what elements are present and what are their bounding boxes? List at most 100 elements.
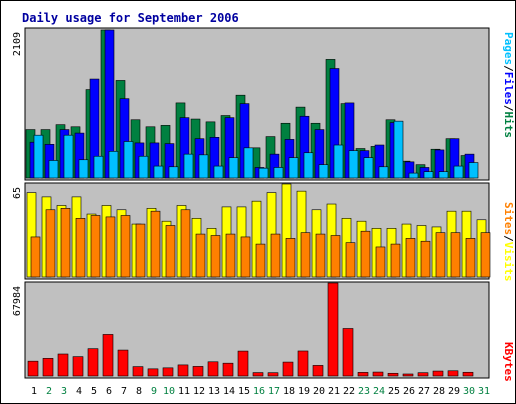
x-tick-label-9: 9 (151, 386, 157, 397)
bar-kbytes-day-27 (417, 372, 429, 377)
legend-sep: / (502, 65, 515, 72)
x-tick-label-15: 15 (238, 386, 250, 397)
bar-kbytes-day-17 (267, 372, 279, 377)
bar-sites-day-25 (390, 243, 401, 278)
bar-sites-day-15 (240, 236, 251, 278)
bar-pages-day-10 (168, 166, 179, 179)
bar-sites-day-31 (480, 232, 491, 278)
x-tick-label-19: 19 (298, 386, 310, 397)
bar-sites-day-29 (450, 232, 461, 278)
x-tick-label-3: 3 (61, 386, 67, 397)
x-tick-label-28: 28 (433, 386, 445, 397)
bar-sites-day-17 (270, 233, 281, 278)
bar-pages-day-4 (78, 159, 89, 179)
bar-sites-day-30 (465, 238, 476, 278)
bar-pages-day-3 (63, 134, 74, 179)
x-tick-label-13: 13 (208, 386, 220, 397)
y-max-label-kbytes: 67984 (12, 286, 23, 316)
bar-pages-day-17 (273, 167, 284, 179)
x-tick-label-22: 22 (343, 386, 355, 397)
x-tick-label-10: 10 (163, 386, 175, 397)
x-tick-label-1: 1 (31, 386, 37, 397)
bar-sites-day-20 (315, 233, 326, 278)
bar-kbytes-day-1 (27, 360, 39, 377)
bar-sites-day-22 (345, 242, 356, 278)
chart-marks: 1 2 3 4 5 6 7 8 9 10 11 12 13 14 15 16 17 18 19 20 21 22 23 24 2… (25, 29, 491, 397)
bar-kbytes-day-8 (132, 366, 144, 377)
bar-sites-day-21 (330, 235, 341, 278)
x-tick-label-26: 26 (403, 386, 415, 397)
x-tick-label-21: 21 (328, 386, 340, 397)
legend-visits: Sites/Visits (502, 202, 515, 282)
bar-pages-day-1 (33, 134, 44, 179)
x-tick-label-17: 17 (268, 386, 280, 397)
bar-kbytes-day-26 (402, 373, 414, 377)
bar-sites-day-1 (30, 236, 41, 278)
legend-kbytes: KBytes (502, 342, 515, 382)
bar-pages-day-6 (108, 151, 119, 179)
bar-sites-day-8 (135, 223, 146, 278)
bar-sites-day-14 (225, 233, 236, 278)
x-tick-label-25: 25 (388, 386, 400, 397)
bar-sites-day-28 (435, 232, 446, 278)
panel-kbytes (24, 281, 490, 379)
bar-sites-day-24 (375, 246, 386, 278)
bar-sites-day-13 (210, 235, 221, 278)
bar-pages-day-27 (423, 171, 434, 179)
x-tick-label-11: 11 (178, 386, 190, 397)
bar-kbytes-day-6 (102, 334, 114, 377)
bar-kbytes-day-23 (357, 372, 369, 377)
x-tick-label-23: 23 (358, 386, 370, 397)
bar-kbytes-day-18 (282, 361, 294, 377)
bar-pages-day-13 (213, 165, 224, 179)
bar-kbytes-day-25 (387, 372, 399, 377)
x-tick-label-29: 29 (448, 386, 460, 397)
bar-pages-day-7 (123, 141, 134, 179)
y-max-label-usage: 2109 (12, 32, 23, 56)
bar-sites-day-10 (165, 225, 176, 278)
bar-kbytes-day-22 (342, 328, 354, 377)
bar-pages-day-15 (243, 147, 254, 179)
bar-pages-day-26 (408, 172, 419, 179)
bar-pages-day-28 (438, 171, 449, 179)
bar-pages-day-23 (363, 157, 374, 179)
bar-sites-day-11 (180, 209, 191, 278)
x-tick-label-20: 20 (313, 386, 325, 397)
bar-kbytes-day-3 (57, 353, 69, 377)
legend-pages: Pages (502, 32, 515, 65)
bar-pages-day-19 (303, 152, 314, 179)
bar-sites-day-6 (105, 216, 116, 278)
bar-sites-day-23 (360, 230, 371, 278)
bar-kbytes-day-5 (87, 348, 99, 377)
bar-kbytes-day-21 (327, 282, 339, 377)
legend-kbytes-label: KBytes (502, 342, 515, 382)
bar-pages-day-25 (393, 120, 404, 179)
legend-sites: Sites (502, 202, 515, 235)
bar-pages-day-24 (378, 166, 389, 179)
x-tick-label-12: 12 (193, 386, 205, 397)
x-tick-label-6: 6 (106, 386, 112, 397)
bar-pages-day-5 (93, 155, 104, 179)
bar-kbytes-day-20 (312, 365, 324, 377)
x-tick-label-30: 30 (463, 386, 475, 397)
bar-sites-day-18 (285, 238, 296, 278)
bar-pages-day-18 (288, 157, 299, 179)
bar-sites-day-9 (150, 210, 161, 278)
bar-sites-day-7 (120, 215, 131, 278)
legend-visits-label: Visits (502, 242, 515, 282)
chart-title: Daily usage for September 2006 (22, 11, 239, 25)
x-tick-label-16: 16 (253, 386, 265, 397)
x-tick-label-8: 8 (136, 386, 142, 397)
bar-pages-day-9 (153, 165, 164, 179)
y-max-label-visits: 65 (12, 187, 23, 199)
bar-kbytes-day-12 (192, 366, 204, 377)
bar-sites-day-27 (420, 240, 431, 278)
bar-sites-day-12 (195, 233, 206, 278)
bar-kbytes-day-13 (207, 361, 219, 377)
x-tick-label-27: 27 (418, 386, 430, 397)
bar-kbytes-day-19 (297, 350, 309, 377)
bar-sites-day-19 (300, 232, 311, 278)
bar-pages-day-16 (258, 167, 269, 179)
